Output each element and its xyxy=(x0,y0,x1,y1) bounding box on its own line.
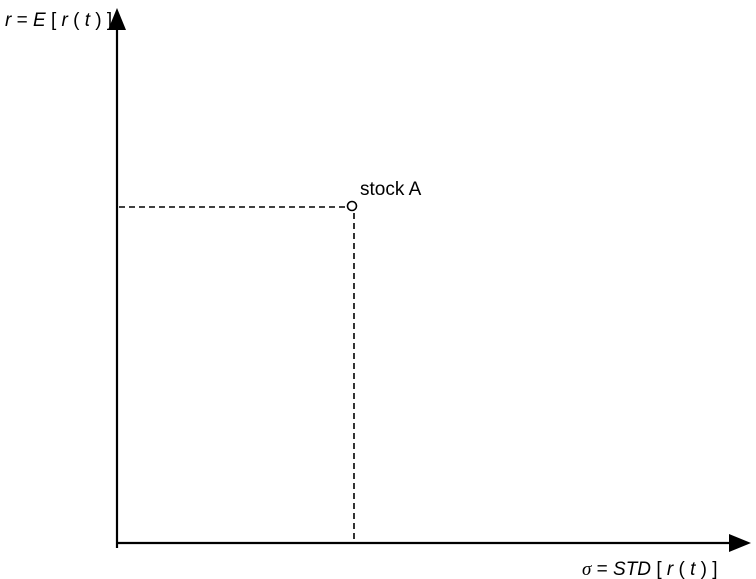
y-axis-bracket-open: [ xyxy=(51,10,57,31)
x-axis-paren-open: ( xyxy=(678,559,685,579)
y-axis-label: r = E [ r ( t ) ] xyxy=(5,10,112,31)
x-axis-arrow-icon xyxy=(729,534,751,552)
y-axis-arrow-icon xyxy=(108,8,126,30)
y-axis-bracket-close: ] xyxy=(107,10,112,31)
x-axis-symbol: σ xyxy=(582,559,592,579)
y-axis-paren-close: ) xyxy=(95,10,101,31)
y-axis-expectation-operator: E xyxy=(33,10,46,31)
y-axis-time-symbol: t xyxy=(85,10,91,31)
x-axis-paren-close: ) xyxy=(701,559,707,579)
x-axis-bracket-open: [ xyxy=(656,559,662,579)
x-axis-std-operator: STD xyxy=(613,559,651,579)
x-axis-equals: = xyxy=(597,559,613,579)
x-axis-bracket-close: ] xyxy=(712,559,717,579)
y-axis-equals: = xyxy=(17,10,33,31)
stock-a-point-marker xyxy=(346,200,358,212)
x-axis-label: σ = STD [ r ( t ) ] xyxy=(582,559,718,579)
y-axis-inner-symbol: r xyxy=(62,10,69,31)
stock-a-label: stock A xyxy=(360,179,422,200)
y-axis-symbol: r xyxy=(5,10,12,31)
y-axis-paren-open: ( xyxy=(73,10,80,31)
x-axis-time-symbol: t xyxy=(690,559,696,579)
x-axis-inner-symbol: r xyxy=(667,559,674,579)
